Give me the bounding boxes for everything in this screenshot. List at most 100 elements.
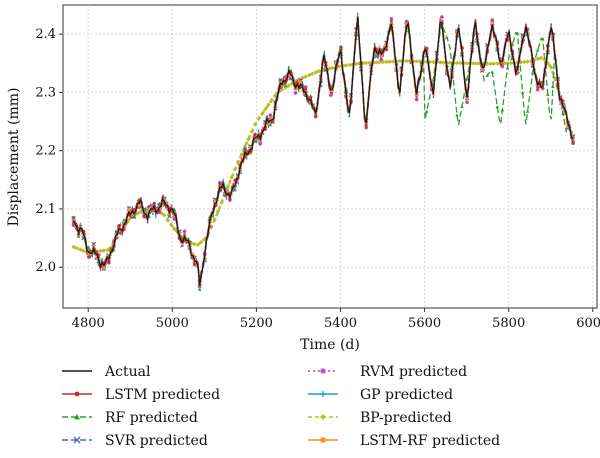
legend-label: GP predicted xyxy=(360,387,453,403)
series-marker xyxy=(142,215,146,219)
series-marker xyxy=(390,59,396,64)
series-marker xyxy=(522,59,527,65)
series-marker xyxy=(337,64,342,69)
series-marker xyxy=(500,64,505,69)
series-marker xyxy=(157,210,162,214)
series-marker xyxy=(78,247,83,252)
series-marker xyxy=(515,71,520,75)
series-marker xyxy=(508,60,514,66)
series-marker xyxy=(320,437,326,443)
series-marker xyxy=(380,59,386,65)
series-marker xyxy=(471,61,477,66)
series-marker xyxy=(71,223,76,228)
series-marker xyxy=(219,200,224,205)
series-marker xyxy=(102,266,106,270)
series-marker xyxy=(256,116,261,121)
series-marker xyxy=(377,60,382,65)
x-tick-label: 5600 xyxy=(408,316,441,331)
legend-label: LSTM-RF predicted xyxy=(360,433,500,449)
series-marker xyxy=(343,63,349,68)
series-marker xyxy=(266,102,271,107)
series-marker xyxy=(326,66,332,71)
series-marker xyxy=(92,244,96,248)
y-tick-label: 2.1 xyxy=(35,202,56,217)
series-marker xyxy=(505,61,510,66)
series-marker xyxy=(538,55,544,61)
legend-label: Actual xyxy=(104,364,151,380)
series-marker xyxy=(379,54,383,58)
series-marker xyxy=(404,19,409,24)
series-marker xyxy=(215,208,221,214)
series-marker xyxy=(480,68,484,72)
series-marker xyxy=(535,48,540,52)
series-marker xyxy=(213,199,217,203)
series-marker xyxy=(455,113,459,117)
series-marker xyxy=(516,69,519,73)
series-marker xyxy=(127,208,131,212)
series-marker xyxy=(198,284,202,288)
x-axis-label: Time (d) xyxy=(300,337,360,353)
series-marker xyxy=(87,252,91,256)
series-marker xyxy=(320,391,326,397)
series-marker xyxy=(542,57,547,62)
series-marker xyxy=(364,125,368,130)
series-marker xyxy=(233,178,237,183)
series-marker xyxy=(218,180,222,185)
series-marker xyxy=(363,60,369,66)
series-marker xyxy=(415,93,419,97)
legend-item: SVR predicted xyxy=(62,433,208,449)
series-marker xyxy=(440,19,444,23)
series-marker xyxy=(226,183,231,189)
legend-label: SVR predicted xyxy=(105,433,208,449)
series-marker xyxy=(117,223,121,227)
series-marker xyxy=(71,244,76,250)
series-marker xyxy=(540,36,545,41)
series-marker xyxy=(474,61,480,66)
series-marker xyxy=(465,97,469,101)
series-marker xyxy=(316,68,322,74)
series-marker xyxy=(101,248,106,253)
series-marker xyxy=(465,100,469,105)
series-marker xyxy=(561,99,565,103)
series-marker xyxy=(515,31,520,35)
series-marker xyxy=(552,75,557,81)
series-marker xyxy=(303,85,308,89)
series-line xyxy=(72,16,574,286)
series-marker xyxy=(384,48,388,52)
legend-item: Actual xyxy=(62,364,151,380)
series-marker xyxy=(535,87,540,92)
plot-area xyxy=(62,4,598,309)
series-marker xyxy=(330,65,335,71)
series-marker xyxy=(367,60,372,66)
series-marker xyxy=(269,97,275,103)
series-marker xyxy=(259,111,265,117)
series-marker xyxy=(424,59,429,64)
series-marker xyxy=(212,217,217,222)
series-marker xyxy=(387,59,392,64)
series-marker xyxy=(283,83,288,87)
series-marker xyxy=(122,227,126,232)
x-tick-label: 5400 xyxy=(324,316,357,331)
series-marker xyxy=(74,391,80,397)
series-marker xyxy=(263,107,268,112)
series-marker xyxy=(521,36,525,39)
series-marker xyxy=(490,70,495,74)
series-marker xyxy=(548,65,554,70)
series-marker xyxy=(551,84,555,89)
series-marker xyxy=(137,205,141,210)
series-marker xyxy=(172,226,177,232)
series-marker xyxy=(374,60,379,65)
series-marker xyxy=(490,21,494,25)
series-marker xyxy=(306,73,312,78)
series-marker xyxy=(289,74,292,78)
series-marker xyxy=(441,60,446,65)
series-marker xyxy=(249,129,254,134)
series-marker xyxy=(500,60,504,64)
series-marker xyxy=(309,96,313,100)
x-tick-label: 4800 xyxy=(72,316,105,331)
series-marker xyxy=(147,204,151,209)
series-marker xyxy=(248,145,252,149)
series-marker xyxy=(561,111,565,115)
series-marker xyxy=(353,61,359,67)
